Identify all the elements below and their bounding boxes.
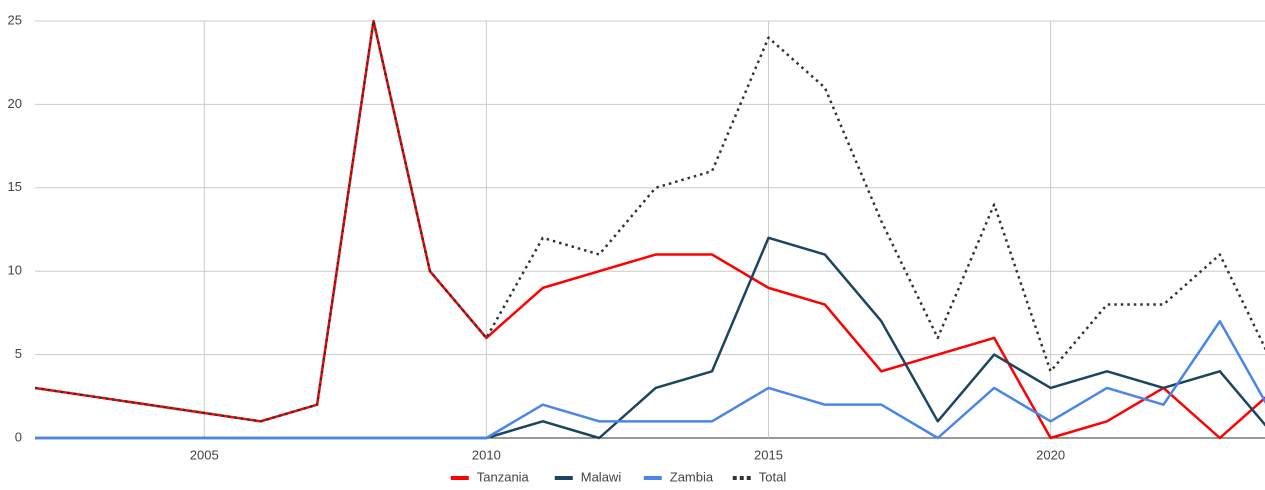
y-tick-label: 0 — [15, 429, 22, 444]
y-tick-label: 15 — [8, 179, 22, 194]
x-tick-label: 2005 — [190, 447, 219, 462]
series-line — [35, 19, 1265, 423]
legend-label: Malawi — [581, 469, 622, 484]
x-tick-label: 2020 — [1036, 447, 1065, 462]
legend-label: Zambia — [670, 469, 714, 484]
legend-label: Tanzania — [477, 469, 530, 484]
y-tick-label: 20 — [8, 96, 22, 111]
y-tick-label: 10 — [8, 263, 22, 278]
series-line — [35, 236, 1265, 440]
series-line — [35, 319, 1265, 440]
series-line — [35, 19, 1265, 440]
y-tick-label: 25 — [8, 12, 22, 27]
x-tick-label: 2015 — [754, 447, 783, 462]
legend-label: Total — [759, 469, 787, 484]
x-tick-label: 2010 — [472, 447, 501, 462]
y-tick-label: 5 — [15, 346, 22, 361]
